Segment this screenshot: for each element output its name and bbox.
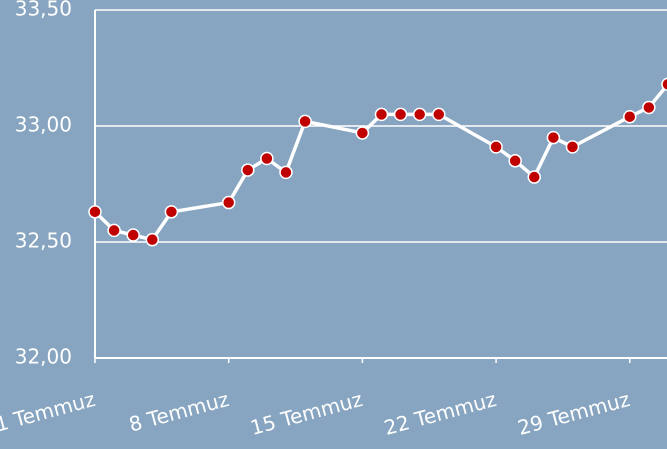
marker [355,126,370,140]
marker [221,195,236,210]
marker [412,107,427,122]
y-tick-label: 32,50 [15,229,72,253]
marker [107,223,121,238]
marker [508,154,522,168]
marker [432,107,446,122]
marker [88,205,102,219]
marker [126,228,140,242]
marker [623,109,637,124]
marker [489,140,503,154]
y-tick-label: 33,00 [15,113,72,137]
marker [642,100,656,115]
marker [164,205,179,219]
marker [241,163,255,177]
y-tick-label: 33,50 [15,0,72,21]
marker [298,114,312,129]
marker [661,77,667,91]
y-tick-label: 32,00 [15,345,72,369]
marker [145,232,160,247]
marker [279,165,293,180]
marker [565,140,580,154]
marker [374,107,389,122]
marker [527,170,542,184]
marker [393,107,408,122]
marker [260,151,274,166]
marker [546,130,561,145]
